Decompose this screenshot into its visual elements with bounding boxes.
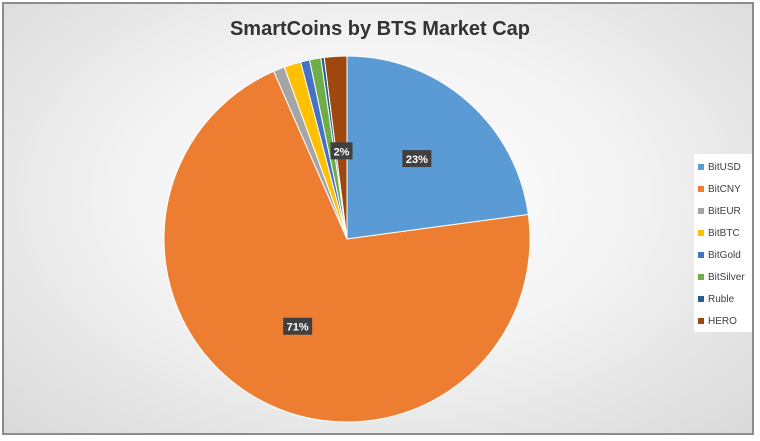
legend-label: BitSilver: [708, 271, 745, 283]
legend-swatch: [698, 208, 704, 214]
legend-swatch: [698, 230, 704, 236]
legend-item-hero: HERO: [698, 310, 752, 332]
legend-label: HERO: [708, 315, 737, 327]
svg-text:23%: 23%: [406, 154, 428, 166]
legend-item-biteur: BitEUR: [698, 200, 752, 222]
legend-label: BitBTC: [708, 227, 740, 239]
chart-legend: BitUSD BitCNY BitEUR BitBTC BitGold BitSilver…: [694, 154, 752, 332]
data-label-hero: 2%: [330, 142, 353, 160]
legend-item-bitbtc: BitBTC: [698, 222, 752, 244]
legend-swatch: [698, 296, 704, 302]
svg-text:2%: 2%: [334, 146, 350, 158]
legend-swatch: [698, 274, 704, 280]
pie-slice-bitcny: [163, 70, 531, 423]
data-label-bitcny: 71%: [283, 317, 313, 335]
legend-item-bitcny: BitCNY: [698, 178, 752, 200]
legend-item-ruble: Ruble: [698, 288, 752, 310]
legend-swatch: [698, 186, 704, 192]
legend-item-bitusd: BitUSD: [698, 156, 752, 178]
pie-chart: 23% 71% 2%: [163, 55, 531, 423]
legend-swatch: [698, 164, 704, 170]
svg-text:71%: 71%: [287, 322, 309, 334]
legend-label: BitEUR: [708, 205, 741, 217]
chart-title: SmartCoins by BTS Market Cap: [229, 18, 531, 40]
legend-item-bitgold: BitGold: [698, 244, 752, 266]
pie-slice-bitusd: [346, 55, 529, 240]
data-label-bitusd: 23%: [402, 150, 432, 168]
legend-label: Ruble: [708, 293, 735, 305]
chart-frame: SmartCoins by BTS Market Cap 23% 71% 2% Bi…: [2, 2, 754, 435]
legend-label: BitUSD: [708, 161, 741, 173]
legend-label: BitGold: [708, 249, 741, 261]
legend-item-bitsilver: BitSilver: [698, 266, 752, 288]
legend-swatch: [698, 318, 704, 324]
legend-label: BitCNY: [708, 183, 741, 195]
legend-swatch: [698, 252, 704, 258]
